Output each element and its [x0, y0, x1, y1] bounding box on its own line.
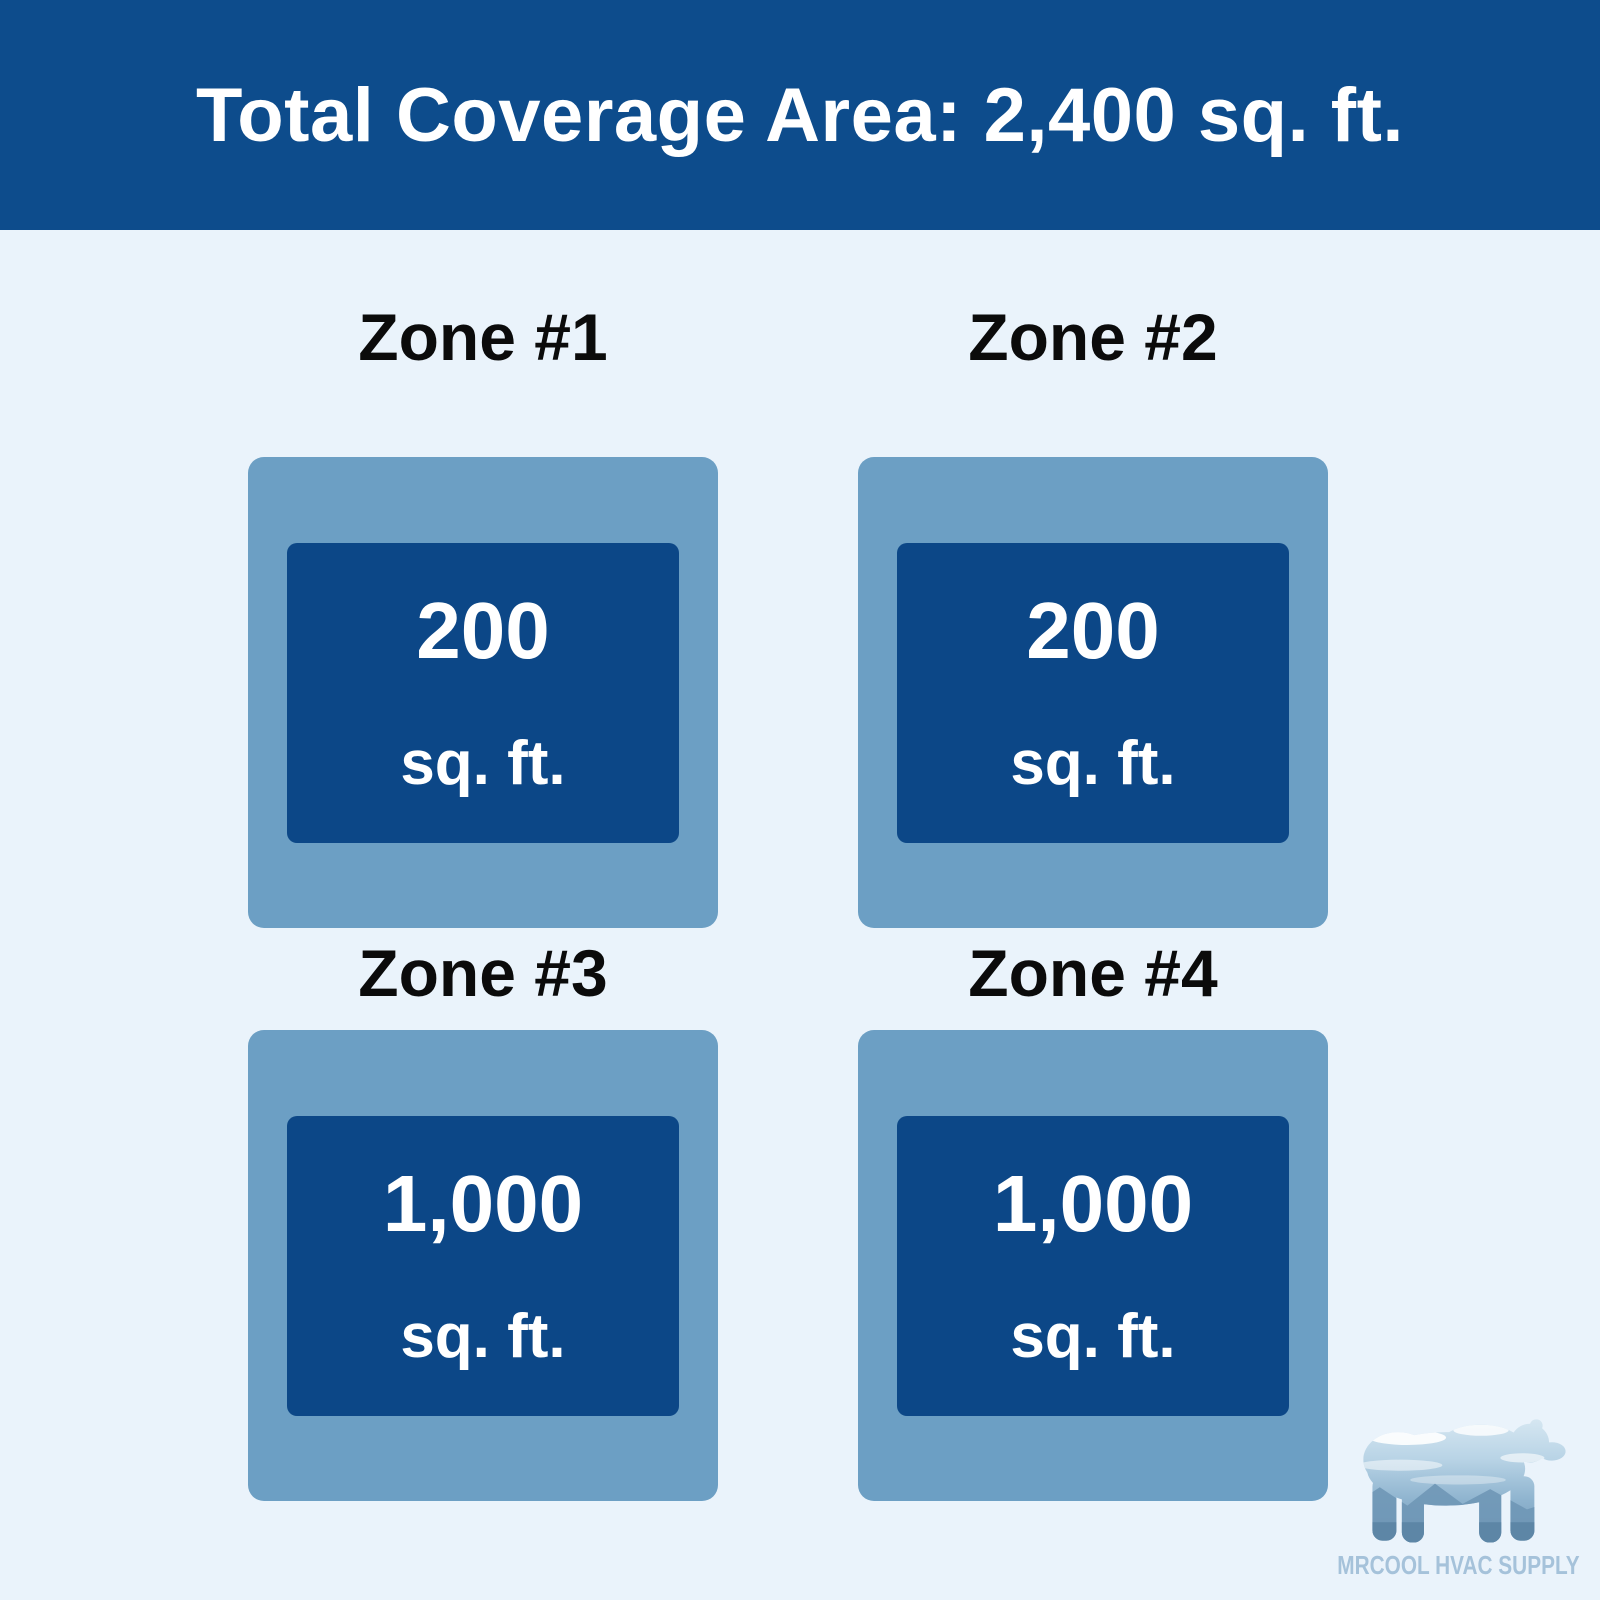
zone-3-area: 1,000 sq. ft.: [287, 1115, 679, 1416]
header-banner: Total Coverage Area: 2,400 sq. ft.: [0, 0, 1600, 230]
zone-2-box: 200 sq. ft.: [858, 457, 1328, 928]
zone-3-box: 1,000 sq. ft.: [248, 1030, 718, 1501]
zone-2-value: 200: [1026, 585, 1160, 675]
zone-2-label: Zone #2: [968, 300, 1218, 374]
page-title: Total Coverage Area: 2,400 sq. ft.: [195, 72, 1405, 158]
zone-4-unit: sq. ft.: [1010, 1301, 1176, 1371]
zone-1-area: 200 sq. ft.: [287, 542, 679, 843]
zone-2-unit: sq. ft.: [1010, 728, 1176, 798]
brand-logo: MRCOOL HVAC SUPPLY: [1336, 1410, 1580, 1581]
zone-4-area: 1,000 sq. ft.: [897, 1115, 1289, 1416]
zone-4-box: 1,000 sq. ft.: [858, 1030, 1328, 1501]
zone-1-label: Zone #1: [358, 300, 608, 374]
zone-2-area: 200 sq. ft.: [897, 542, 1289, 843]
zone-3-unit: sq. ft.: [400, 1301, 566, 1371]
zone-1-unit: sq. ft.: [400, 728, 566, 798]
zone-3-label: Zone #3: [358, 936, 608, 1010]
polar-bear-icon: [1363, 1419, 1566, 1543]
zone-3-value: 1,000: [382, 1158, 584, 1248]
zone-1-value: 200: [416, 585, 550, 675]
zone-4-value: 1,000: [992, 1158, 1194, 1248]
zone-1-box: 200 sq. ft.: [248, 457, 718, 928]
zone-4-label: Zone #4: [968, 936, 1218, 1010]
brand-name: MRCOOL HVAC SUPPLY: [1336, 1550, 1580, 1580]
